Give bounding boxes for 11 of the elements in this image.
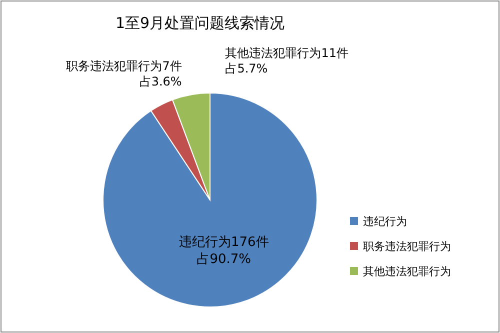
text: 占90.7% xyxy=(196,252,252,268)
text: 占5.7% xyxy=(225,62,268,76)
text: 职务违法犯罪行为7件 xyxy=(66,59,182,74)
legend-label: 职务违法犯罪行为 xyxy=(363,240,451,253)
pie-slice xyxy=(102,92,318,308)
text: 违纪行为176件 xyxy=(178,235,269,250)
text: 其他违法犯罪行为11件 xyxy=(225,46,349,60)
legend-label: 违纪行为 xyxy=(363,215,407,228)
chart-title: 1至9月处置问题线索情况 xyxy=(115,14,285,32)
legend-label: 其他违法犯罪行为 xyxy=(363,265,451,278)
text: 占3.6% xyxy=(139,74,182,89)
